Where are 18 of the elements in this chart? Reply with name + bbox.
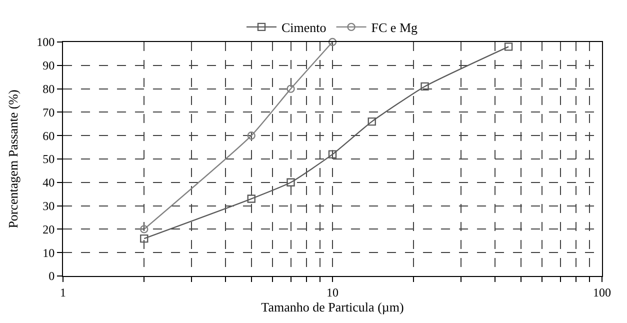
legend-label: Cimento	[282, 20, 326, 36]
x-tick-label: 1	[60, 285, 66, 300]
x-tick-label: 10	[326, 285, 338, 300]
y-tick-label: 100	[36, 35, 55, 50]
y-tick-label: 30	[42, 199, 55, 213]
y-tick-label: 10	[42, 246, 55, 260]
y-tick-label: 70	[42, 105, 55, 120]
legend-label: FC e Mg	[371, 20, 418, 36]
y-tick-label: 50	[42, 152, 55, 166]
y-tick-label: 80	[42, 82, 55, 96]
y-axis-title: Porcentagem Passante (%)	[6, 90, 21, 228]
y-tick-label: 40	[42, 176, 55, 190]
x-tick-label: 100	[593, 285, 611, 300]
y-tick-label: 0	[48, 269, 55, 284]
y-tick-label: 60	[42, 128, 55, 143]
x-axis-title: Tamanho de Particula (µm)	[261, 299, 404, 314]
y-tick-label: 90	[42, 58, 55, 73]
y-tick-label: 20	[42, 222, 55, 236]
